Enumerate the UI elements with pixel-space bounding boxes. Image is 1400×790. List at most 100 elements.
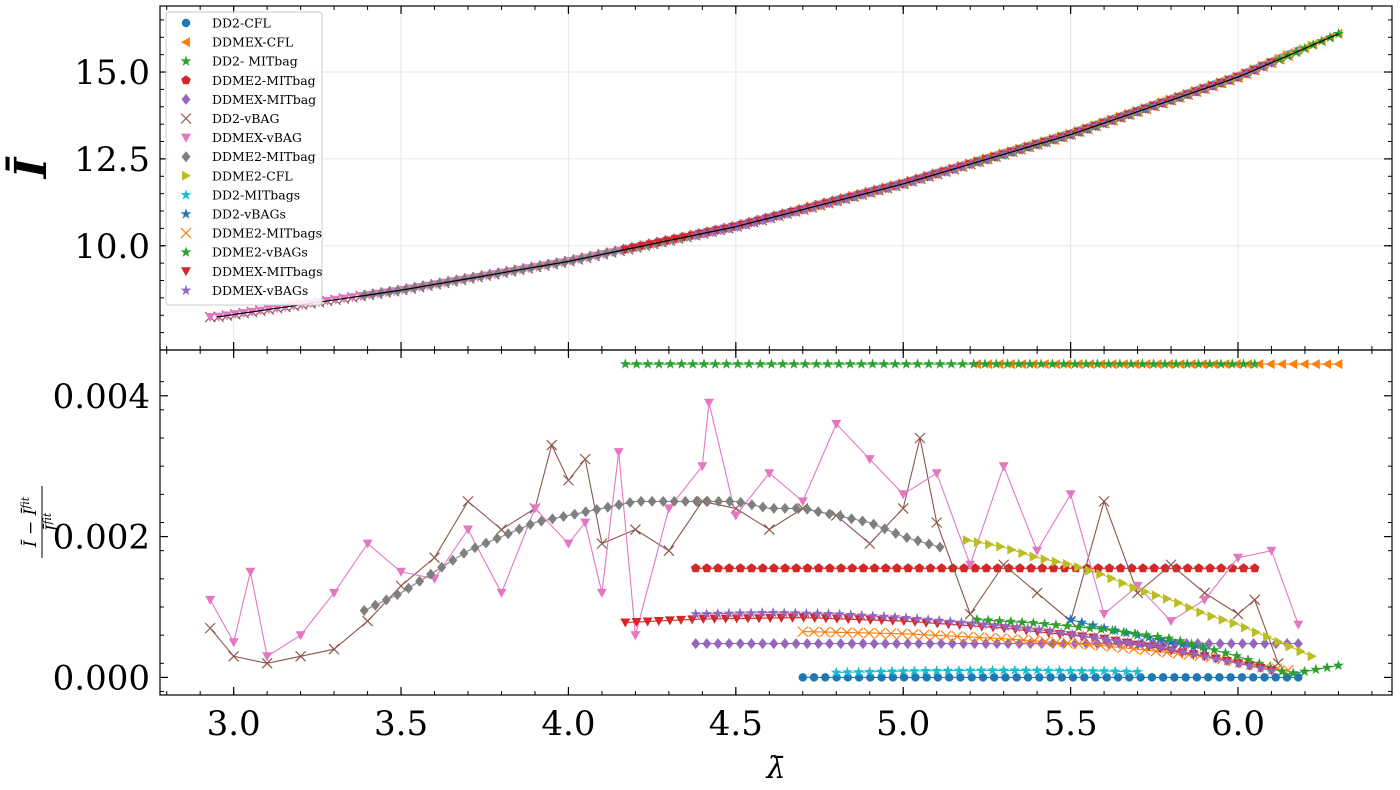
bottom-point-3-42 xyxy=(1160,563,1170,573)
bottom-point-7-37 xyxy=(769,502,779,514)
bottom-point-3-6 xyxy=(758,563,768,573)
top-point-6-0 xyxy=(205,313,216,322)
bottom-point-2-20 xyxy=(844,358,856,369)
bottom-point-2-23 xyxy=(878,358,890,369)
bottom-point-2-51 xyxy=(1193,358,1204,369)
bottom-point-4-22 xyxy=(936,638,946,650)
bottom-point-4-33 xyxy=(1059,638,1069,650)
bottom-point-8-21 xyxy=(1196,607,1206,618)
bottom-point-7-31 xyxy=(703,495,712,507)
legend-marker-7 xyxy=(181,151,191,163)
bottom-xtick-label-6: 6.0 xyxy=(1211,704,1265,744)
bottom-point-2-28 xyxy=(934,358,946,369)
bottom-point-4-23 xyxy=(947,638,957,650)
bottom-point-3-47 xyxy=(1216,563,1226,573)
y-title-numerator: Ī − Īfit xyxy=(19,496,41,548)
bottom-point-3-21 xyxy=(925,563,936,573)
bottom-point-2-54 xyxy=(1226,358,1238,369)
bottom-point-11-17 xyxy=(984,632,996,644)
legend-label-3: DDME2-MITbag xyxy=(212,73,316,88)
bottom-point-0-36 xyxy=(1203,673,1213,682)
bottom-point-4-16 xyxy=(869,638,879,650)
bottom-point-5-16-stroke xyxy=(663,545,675,557)
bottom-point-8-0 xyxy=(962,535,972,546)
bottom-point-5-24-stroke xyxy=(914,432,926,444)
bottom-series-layer xyxy=(204,358,1344,682)
bottom-point-7-26 xyxy=(647,495,657,507)
bottom-point-11-20 xyxy=(1018,634,1029,646)
bottom-point-14-46 xyxy=(1199,650,1211,661)
legend-label-2: DD2- MITbag xyxy=(212,54,298,69)
bottom-point-7-41 xyxy=(813,506,823,518)
bottom-point-9-11 xyxy=(953,664,965,676)
bottom-point-3-45 xyxy=(1194,563,1204,573)
bottom-line-13 xyxy=(625,617,1272,671)
bottom-point-7-6 xyxy=(426,568,436,580)
bottom-point-7-3 xyxy=(392,589,402,601)
legend-marker-11 xyxy=(180,227,192,239)
bottom-point-14-42 xyxy=(1155,641,1167,653)
bottom-point-5-27-stroke xyxy=(998,559,1010,571)
bottom-point-8-16 xyxy=(1140,586,1150,597)
bottom-point-13-17 xyxy=(809,614,820,623)
bottom-point-2-6 xyxy=(687,358,699,369)
bottom-point-0-16 xyxy=(978,673,988,682)
legend-label-12: DDME2-vBAGs xyxy=(212,245,308,260)
bottom-point-11-2-stroke xyxy=(819,626,831,638)
bottom-point-7-14 xyxy=(514,523,524,535)
bottom-point-6-22 xyxy=(797,497,808,507)
bottom-point-5-15-stroke xyxy=(629,524,641,535)
bottom-point-5-30-stroke xyxy=(1098,495,1110,507)
bottom-ytick-labels: 0.000 0.002 0.004 xyxy=(53,377,150,699)
bottom-point-7-9 xyxy=(459,547,469,559)
bottom-point-12-25 xyxy=(1253,658,1265,669)
bottom-point-7-39 xyxy=(791,502,801,514)
top-panel: 10.0 12.5 15.0 Ī DD2-CFL DDMEX-CFL DD2- MITb… xyxy=(4,5,1393,351)
bottom-point-6-33 xyxy=(1166,617,1176,627)
bottom-point-4-10 xyxy=(802,638,812,650)
bottom-point-11-1-stroke xyxy=(808,626,820,638)
bottom-point-5-23-stroke xyxy=(897,502,909,514)
top-ticks xyxy=(160,6,1392,350)
bottom-point-2-17 xyxy=(810,358,822,369)
bottom-point-14-50 xyxy=(1243,659,1255,671)
bottom-point-14-7 xyxy=(767,607,779,618)
bottom-point-6-10 xyxy=(496,588,507,598)
bottom-point-11-15-stroke xyxy=(962,631,974,643)
top-point-14-10 xyxy=(773,209,785,221)
bottom-point-11-4-stroke xyxy=(841,627,853,638)
bottom-point-3-30 xyxy=(1026,563,1036,573)
bottom-point-14-36 xyxy=(1088,631,1100,642)
bottom-point-3-19 xyxy=(903,563,913,573)
bottom-point-8-5 xyxy=(1018,548,1028,559)
bottom-point-6-2 xyxy=(245,567,256,577)
bottom-point-5-3 xyxy=(295,650,307,662)
bottom-point-8-2 xyxy=(985,539,995,550)
bottom-point-3-36 xyxy=(1093,563,1103,573)
bottom-point-9-27 xyxy=(1132,666,1143,677)
fit-curve xyxy=(216,33,1339,318)
bottom-point-9-9 xyxy=(931,665,943,676)
bottom-point-14-48 xyxy=(1221,655,1233,666)
bottom-point-2-46 xyxy=(1136,358,1148,369)
bottom-point-7-22 xyxy=(603,501,613,513)
bottom-xtick-labels: 3.0 3.5 4.0 4.5 5.0 5.5 6.0 xyxy=(207,704,1265,744)
bottom-point-14-37 xyxy=(1099,633,1111,644)
bottom-point-8-31 xyxy=(1307,651,1317,662)
bottom-point-5-2 xyxy=(261,657,273,669)
legend-label-11: DDME2-MITbags xyxy=(212,226,322,241)
bottom-point-11-12-stroke xyxy=(929,629,941,641)
bottom-point-3-1 xyxy=(702,563,712,573)
bottom-point-5-3-stroke xyxy=(295,650,307,662)
bottom-point-3-49 xyxy=(1238,563,1249,573)
bottom-point-2-19 xyxy=(833,358,845,369)
bottom-point-14-14 xyxy=(845,609,857,620)
bottom-point-6-14 xyxy=(596,588,607,598)
bottom-point-8-29 xyxy=(1285,641,1295,652)
bottom-point-1-31 xyxy=(1322,359,1332,370)
bottom-point-11-23-stroke xyxy=(1051,636,1062,648)
bottom-point-3-16 xyxy=(869,563,880,573)
legend-label-0: DD2-CFL xyxy=(212,16,271,31)
bottom-point-7-36 xyxy=(758,501,768,513)
bottom-point-11-22-stroke xyxy=(1040,636,1051,648)
